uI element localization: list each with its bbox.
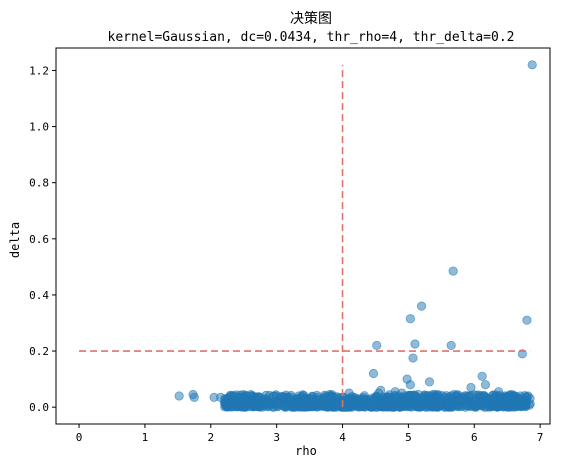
data-point [405,314,415,324]
data-point [522,315,532,325]
data-point [410,339,420,349]
data-point [477,371,487,381]
plot-area [55,47,551,425]
data-point [348,395,359,406]
data-point [471,395,481,405]
x-tick-label: 6 [471,431,478,444]
y-tick-label: 0.6 [29,233,49,246]
y-tick-label: 0.8 [29,177,49,190]
scatter-points [174,60,537,412]
data-point [306,395,316,405]
x-tick-label: 7 [537,431,544,444]
data-point [416,301,427,311]
data-point [446,340,456,351]
data-point [462,401,472,411]
data-point [367,393,377,403]
data-point [466,382,476,393]
data-point [448,266,458,276]
y-axis-ticks: 0.0 0.2 0.4 0.6 0.8 1.0 1.2 [29,64,56,414]
y-axis-label: delta [8,222,22,258]
data-point [434,398,445,408]
data-point [515,391,525,401]
y-tick-label: 0.0 [29,401,49,414]
chart-title: 决策图 [290,10,332,27]
data-point [235,392,246,402]
data-point [222,394,232,404]
data-point [517,401,527,411]
data-point [446,391,456,401]
data-point [189,392,199,402]
x-tick-label: 3 [273,431,280,444]
x-tick-label: 0 [76,431,83,444]
data-point [386,402,397,412]
y-tick-label: 0.2 [29,345,49,358]
data-point [271,397,282,407]
data-point [372,340,382,351]
x-tick-label: 2 [207,431,214,444]
data-point [344,388,354,398]
data-point [174,391,184,401]
data-point [374,388,384,398]
data-point [487,401,498,412]
y-tick-label: 0.4 [29,289,49,302]
data-point [480,396,491,406]
data-point [397,388,407,398]
data-point [424,377,435,387]
data-point [405,380,415,390]
x-axis-ticks: 0 1 2 3 4 5 6 7 [76,424,544,444]
data-point [246,390,256,400]
data-point [494,387,504,397]
data-point [434,390,444,400]
data-point [324,398,334,408]
y-tick-label: 1.0 [29,121,49,134]
data-point [341,402,351,412]
data-point [413,389,423,400]
data-point [286,392,296,402]
data-point [502,392,512,402]
data-point [459,391,469,401]
x-tick-label: 4 [339,431,346,444]
x-axis-label: rho [295,444,317,458]
data-point [248,401,258,411]
x-tick-label: 1 [142,431,149,444]
data-point [527,60,537,70]
chart-subtitle: kernel=Gaussian, dc=0.0434, thr_rho=4, t… [108,30,515,45]
data-point [399,401,409,412]
x-tick-label: 5 [405,431,412,444]
data-point [480,380,491,390]
data-point [368,368,379,379]
data-point [253,392,264,402]
y-tick-label: 1.2 [29,64,49,77]
data-point [408,353,418,363]
